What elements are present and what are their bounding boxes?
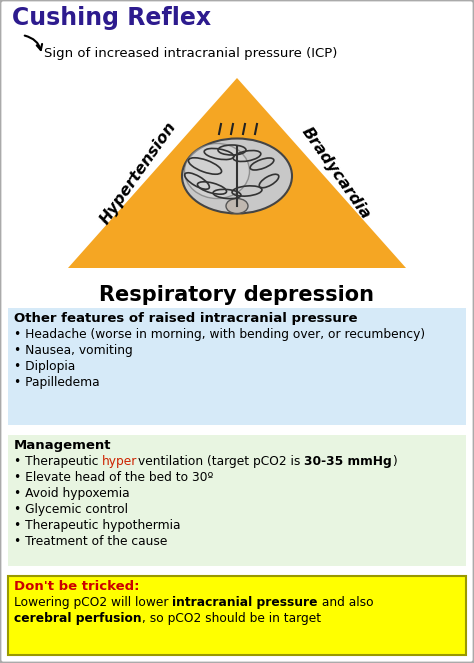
Text: , so pCO2 should be in target: , so pCO2 should be in target [142,612,321,625]
Text: ventilation (target pCO2 is: ventilation (target pCO2 is [138,455,304,468]
FancyBboxPatch shape [8,435,466,566]
Text: Hypertension: Hypertension [97,119,179,227]
Ellipse shape [184,143,249,198]
Ellipse shape [182,139,292,213]
Text: Don't be tricked:: Don't be tricked: [14,580,139,593]
Text: ): ) [392,455,396,468]
Text: • Therapeutic: • Therapeutic [14,455,102,468]
Text: Sign of increased intracranial pressure (ICP): Sign of increased intracranial pressure … [44,46,337,60]
Text: Respiratory depression: Respiratory depression [100,285,374,305]
Text: • Treatment of the cause: • Treatment of the cause [14,535,167,548]
Text: • Nausea, vomiting: • Nausea, vomiting [14,344,133,357]
Text: Lowering pCO2 will lower: Lowering pCO2 will lower [14,596,173,609]
Text: Bradycardia: Bradycardia [299,124,374,222]
Text: • Therapeutic hypothermia: • Therapeutic hypothermia [14,519,181,532]
Text: hyper: hyper [102,455,138,468]
Text: cerebral perfusion: cerebral perfusion [14,612,142,625]
FancyBboxPatch shape [8,576,466,655]
Text: Management: Management [14,439,111,452]
Text: Cushing Reflex: Cushing Reflex [12,6,211,30]
Text: • Avoid hypoxemia: • Avoid hypoxemia [14,487,129,500]
Text: • Headache (worse in morning, with bending over, or recumbency): • Headache (worse in morning, with bendi… [14,328,425,341]
FancyBboxPatch shape [8,308,466,425]
Text: intracranial pressure: intracranial pressure [173,596,318,609]
Polygon shape [68,78,406,268]
Text: Other features of raised intracranial pressure: Other features of raised intracranial pr… [14,312,357,325]
Text: 30-35 mmHg: 30-35 mmHg [304,455,392,468]
Text: • Papilledema: • Papilledema [14,376,100,389]
Text: and also: and also [318,596,374,609]
Text: • Glycemic control: • Glycemic control [14,503,128,516]
Text: • Elevate head of the bed to 30º: • Elevate head of the bed to 30º [14,471,213,484]
Text: • Diplopia: • Diplopia [14,360,75,373]
Ellipse shape [226,198,248,213]
